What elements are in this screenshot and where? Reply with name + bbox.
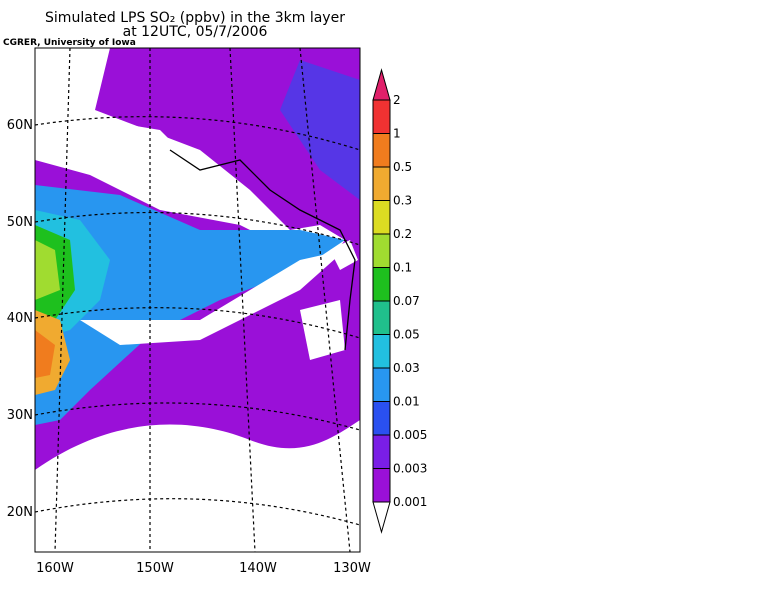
colorbar-label: 0.2 [393, 227, 412, 241]
colorbar-label: 1 [393, 127, 401, 141]
colorbar-segment [372, 267, 391, 302]
colorbar-segment [372, 200, 391, 235]
colorbar-segment [372, 300, 391, 335]
colorbar-label: 0.005 [393, 428, 427, 442]
colorbar-segment [372, 434, 391, 469]
lon-label: 140W [239, 561, 277, 576]
lat-labels: 60N 50N 40N 30N 20N [7, 118, 33, 520]
colorbar-label: 0.05 [393, 328, 420, 342]
subtitle: at 12UTC, 05/7/2006 [123, 24, 268, 40]
lon-label: 150W [136, 561, 174, 576]
colorbar-segment [372, 367, 391, 402]
colorbar-label: 0.01 [393, 395, 420, 409]
colorbar-label: 0.07 [393, 294, 420, 308]
colorbar-segment [372, 401, 391, 436]
lat-label: 60N [7, 118, 33, 133]
colorbar-cap [372, 68, 391, 101]
title: Simulated LPS SO₂ (ppbv) in the 3km laye… [45, 10, 345, 26]
lon-labels: 160W 150W 140W 130W [36, 561, 371, 576]
colorbar-label: 0.5 [393, 160, 412, 174]
colorbar: 2 1 0.5 0.3 0.2 0.1 0.07 0.05 0.03 0.01 0.005 0.003… [372, 68, 427, 534]
colorbar-label: 0.003 [393, 462, 427, 476]
colorbar-label: 0.3 [393, 194, 412, 208]
colorbar-segment [372, 133, 391, 168]
colorbar-segment [372, 99, 391, 134]
lon-label: 130W [333, 561, 371, 576]
lat-label: 40N [7, 311, 33, 326]
colorbar-segment [372, 233, 391, 268]
colorbar-segment [372, 468, 391, 503]
lat-label: 20N [7, 505, 33, 520]
lat-label: 30N [7, 408, 33, 423]
colorbar-label: 0.03 [393, 361, 420, 375]
colorbar-label: 0.001 [393, 495, 427, 509]
colorbar-label: 0.1 [393, 261, 412, 275]
lon-label: 160W [36, 561, 74, 576]
colorbar-label: 2 [393, 93, 401, 107]
colorbar-cap [372, 501, 391, 534]
credit: CGRER, University of Iowa [3, 38, 136, 48]
lat-label: 50N [7, 215, 33, 230]
colorbar-segment [372, 166, 391, 201]
colorbar-segment [372, 334, 391, 369]
map-frame [34, 47, 361, 553]
map [35, 48, 360, 552]
